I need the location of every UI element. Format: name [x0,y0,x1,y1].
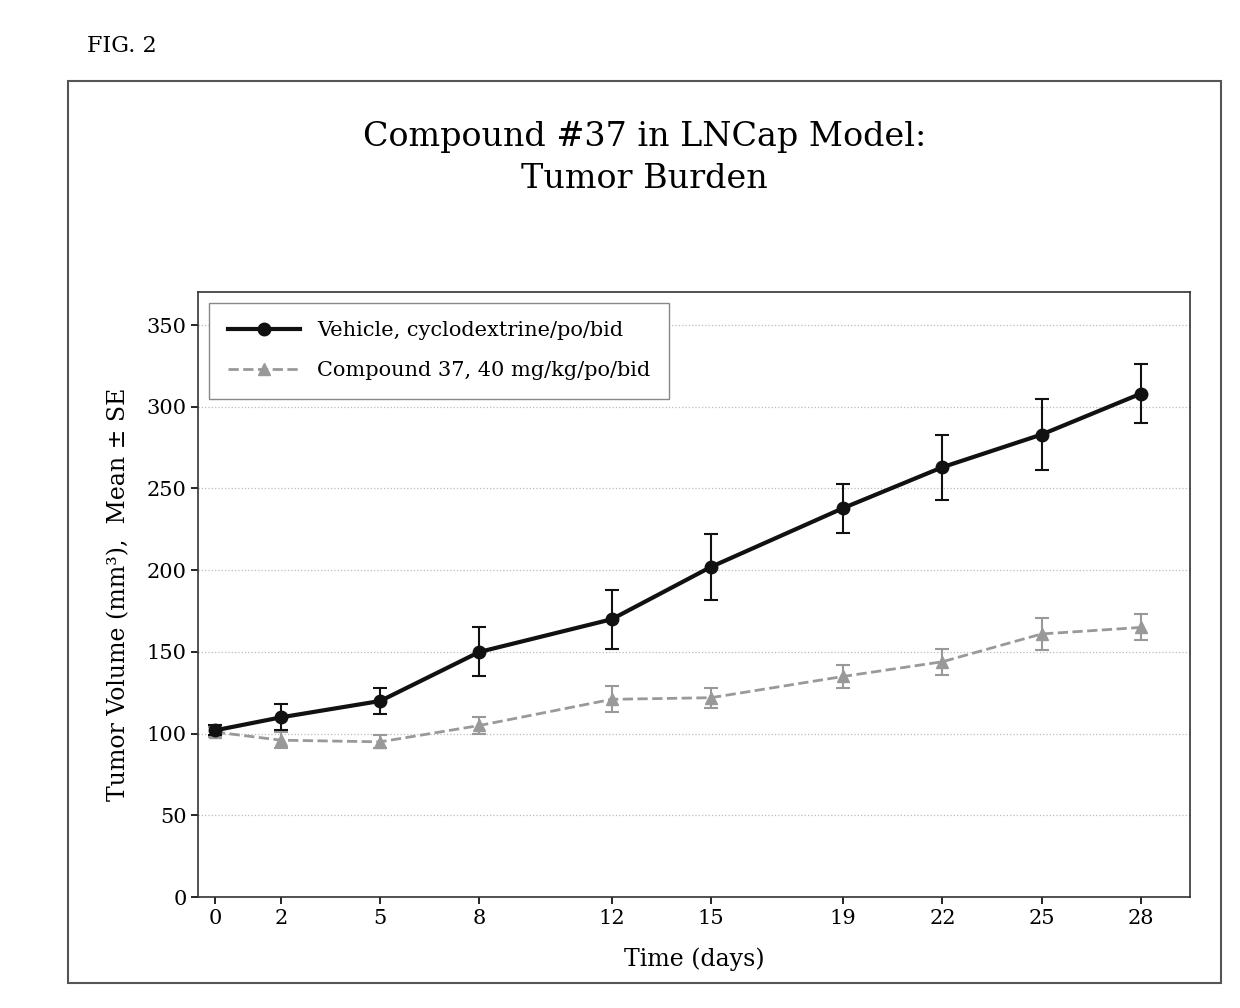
Y-axis label: Tumor Volume (mm³),  Mean ± SE: Tumor Volume (mm³), Mean ± SE [107,388,130,801]
Text: Compound #37 in LNCap Model:
Tumor Burden: Compound #37 in LNCap Model: Tumor Burde… [363,121,926,195]
Text: FIG. 2: FIG. 2 [87,35,156,57]
Legend: Vehicle, cyclodextrine/po/bid, Compound 37, 40 mg/kg/po/bid: Vehicle, cyclodextrine/po/bid, Compound … [208,302,670,399]
X-axis label: Time (days): Time (days) [624,948,765,971]
